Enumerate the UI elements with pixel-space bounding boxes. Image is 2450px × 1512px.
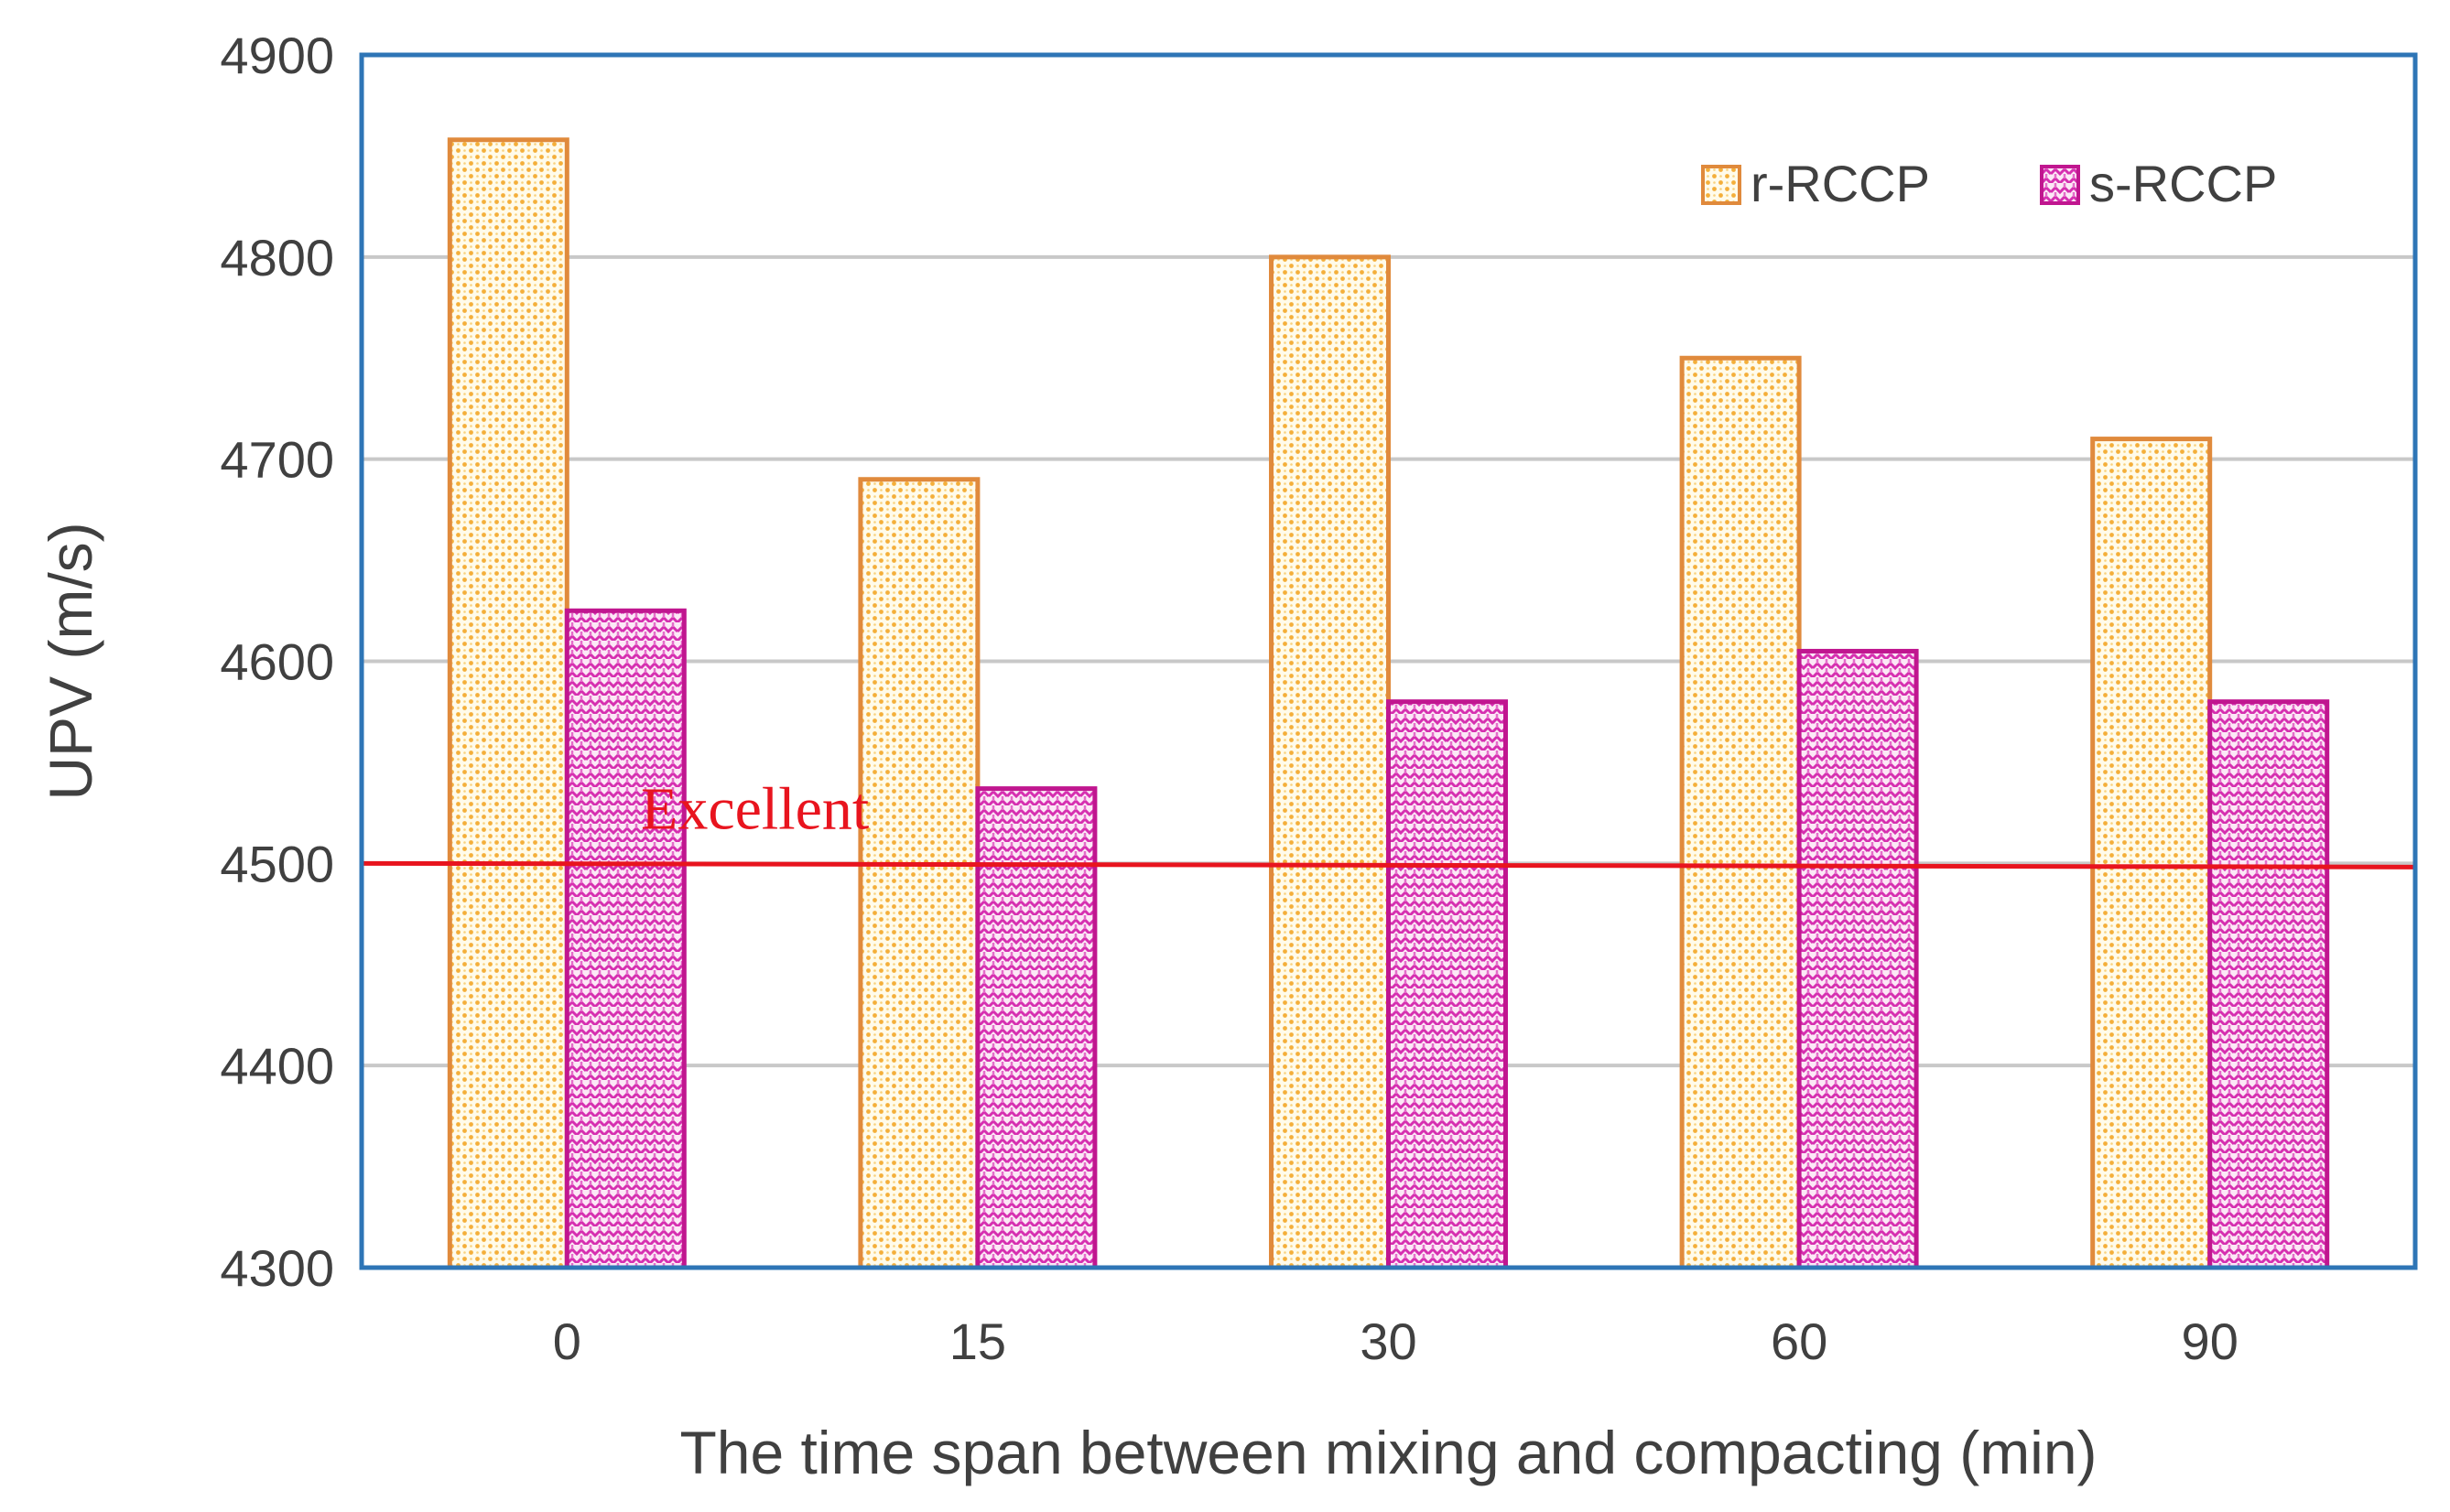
y-tick-label: 4800 [220, 229, 334, 286]
x-tick-label: 0 [553, 1312, 581, 1370]
y-axis-ticks: 4300 4400 4500 4600 4700 4800 4900 [220, 27, 334, 1297]
x-tick-label: 30 [1360, 1312, 1416, 1370]
legend-label-s-rccp: s-RCCP [2089, 155, 2277, 212]
x-axis-ticks: 0 15 30 60 90 [553, 1312, 2239, 1370]
bar-s-rccp-30 [1386, 699, 1508, 1270]
excellent-label: Excellent [641, 775, 869, 842]
x-tick-label: 90 [2182, 1312, 2239, 1370]
bar-r-rccp-60 [1679, 355, 1802, 1270]
plot-frame [359, 52, 2418, 1270]
bar-r-rccp-0 [447, 137, 569, 1270]
bar-r-rccp-90 [2090, 437, 2213, 1270]
x-tick-label: 60 [1771, 1312, 1827, 1370]
legend-label-r-rccp: r-RCCP [1751, 155, 1930, 212]
legend: r-RCCP s-RCCP [1701, 155, 2277, 212]
x-tick-label: 15 [949, 1312, 1006, 1370]
bar-s-rccp-90 [2207, 699, 2330, 1270]
bar-s-rccp-60 [1796, 648, 1919, 1270]
legend-swatch-r-rccp [1701, 165, 1741, 205]
bar-s-rccp-0 [564, 608, 687, 1270]
y-tick-label: 4500 [220, 835, 334, 892]
legend-swatch-s-rccp [2040, 165, 2080, 205]
y-tick-label: 4300 [220, 1239, 334, 1297]
y-tick-label: 4900 [220, 27, 334, 84]
bar-s-rccp-15 [975, 786, 1098, 1270]
bar-r-rccp-30 [1269, 254, 1391, 1270]
x-axis-title: The time span between mixing and compact… [679, 1419, 2097, 1486]
reference-line-group: Excellent [361, 775, 2416, 869]
y-tick-label: 4400 [220, 1037, 334, 1095]
y-axis-title: UPV (m/s) [37, 522, 104, 800]
excellent-threshold-line [361, 860, 2416, 869]
bar-r-rccp-15 [858, 477, 981, 1270]
y-tick-label: 4700 [220, 431, 334, 489]
y-tick-label: 4600 [220, 633, 334, 691]
bars-group [447, 137, 2330, 1270]
